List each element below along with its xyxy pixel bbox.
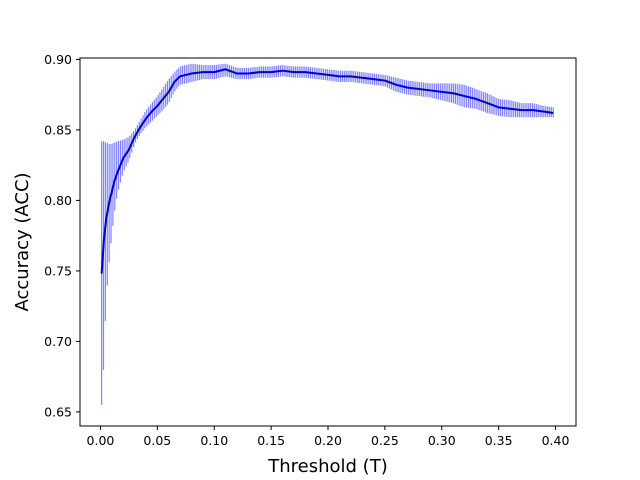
x-axis: 0.00 0.05 0.10 0.15 0.20 0.25 0.30 0.35 0.40 [87, 426, 570, 448]
x-tick-label: 0.10 [200, 433, 228, 448]
y-tick-label: 0.70 [44, 334, 72, 349]
x-tick-label: 0.25 [371, 433, 399, 448]
y-axis: 0.65 0.70 0.75 0.80 0.85 0.90 [44, 52, 80, 419]
x-tick-label: 0.05 [143, 433, 171, 448]
y-tick-label: 0.80 [44, 193, 72, 208]
x-tick-label: 0.35 [485, 433, 513, 448]
x-tick-label: 0.30 [428, 433, 456, 448]
series-line-0 [100, 68, 554, 274]
x-tick-label: 0.00 [87, 433, 115, 448]
y-tick-label: 0.85 [44, 122, 72, 137]
y-tick-label: 0.65 [44, 404, 72, 419]
x-tick-label: 0.20 [314, 433, 342, 448]
y-tick-label: 0.90 [44, 52, 72, 67]
series-lines [100, 68, 554, 274]
y-axis-label: Accuracy (ACC) [12, 172, 33, 311]
x-tick-label: 0.15 [257, 433, 285, 448]
y-tick-label: 0.75 [44, 263, 72, 278]
x-tick-label: 0.40 [542, 433, 570, 448]
x-axis-label: Threshold (T) [267, 456, 387, 477]
